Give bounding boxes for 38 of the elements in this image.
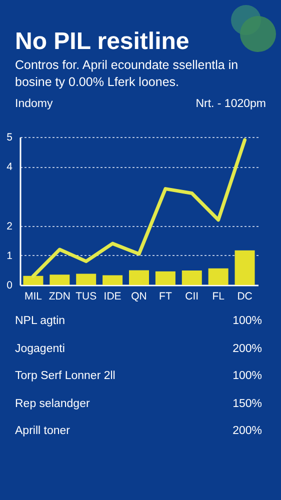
bar (76, 274, 96, 285)
text: 100% (232, 315, 262, 329)
text: Aprill toner (15, 425, 70, 439)
text: 200% (232, 425, 262, 439)
text: 150% (232, 398, 262, 412)
bar (208, 268, 228, 285)
chart-title: No PIL resitline (15, 28, 190, 56)
line-series (31, 138, 247, 278)
y-tick-label: 1 (6, 250, 13, 262)
text: Torp Serf Lonner 2ll (15, 370, 116, 384)
bar (129, 270, 149, 285)
bar (182, 270, 202, 285)
bar (102, 275, 123, 285)
y-tick-label: 4 (6, 161, 13, 174)
bar (23, 276, 44, 285)
text: 100% (232, 370, 262, 384)
x-tick-label: MIL (24, 290, 42, 302)
text: Nrt. - 1020pm (196, 98, 266, 110)
x-tick-label: ZDN (48, 290, 70, 302)
x-tick-label: FT (159, 290, 172, 302)
chart-subtitle: Contros for. April ecoundate ssellentla in bosine ty 0.00% Lferk loones. (15, 57, 240, 91)
x-tick-label: TUS (76, 290, 97, 302)
x-tick-label: DC (237, 290, 253, 302)
bar (234, 250, 255, 285)
y-tick-label: 0 (6, 280, 13, 292)
text: Jogagenti (15, 342, 65, 356)
bar (155, 271, 176, 285)
y-tick-label: 5 (6, 132, 13, 144)
text: NPL agtin (15, 315, 66, 329)
y-tick-label: 2 (6, 220, 13, 232)
x-tick-label: QN (131, 290, 147, 302)
text: Rep selandger (15, 398, 90, 412)
x-tick-label: CII (185, 290, 199, 302)
x-tick-label: FL (212, 290, 225, 302)
x-tick-label: IDE (104, 290, 122, 302)
text: 200% (232, 342, 262, 356)
bar (50, 274, 70, 285)
y-axis-title: Indomy (15, 98, 53, 110)
